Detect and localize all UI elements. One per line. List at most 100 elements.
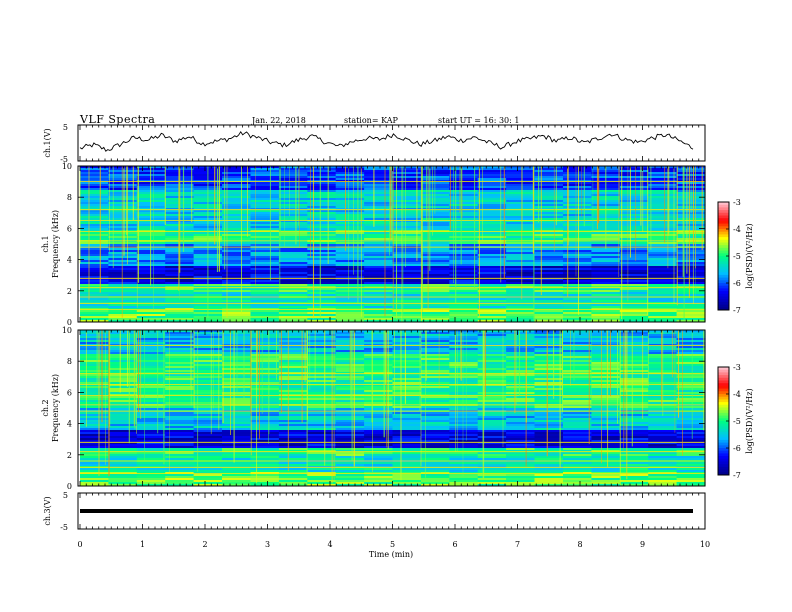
spectrogram-cell (364, 338, 394, 341)
spectrogram-cell (420, 208, 450, 211)
spectrogram-cell (563, 250, 592, 253)
spectrogram-cell (591, 456, 621, 459)
spectrogram-cell (449, 254, 479, 257)
spectrogram-cell (250, 180, 280, 183)
spectrogram-cell (136, 364, 166, 367)
spectrogram-cell (193, 420, 223, 423)
spectrogram-cell (506, 212, 536, 215)
spectrogram-cell (250, 452, 280, 455)
spectrogram-cell (335, 172, 365, 175)
spectrogram-cell (108, 260, 138, 263)
spectrogram-cell (80, 436, 109, 439)
spectrogram-cell (477, 278, 507, 281)
spectrogram-cell (477, 474, 507, 477)
ch3-ytick-top: 5 (63, 491, 68, 500)
spectrogram-cell (619, 228, 649, 231)
spectrogram-cell (648, 434, 678, 437)
spectrogram-cell (563, 218, 592, 221)
spectrogram-cell (420, 310, 450, 313)
spectrogram-cell (364, 262, 394, 265)
spectrogram-cell (506, 222, 536, 225)
spectrogram-cell (619, 424, 649, 427)
spectrogram-cell (563, 408, 592, 411)
spectrogram-cell (619, 474, 649, 477)
spectrogram-cell (364, 442, 394, 445)
station-label: station= KAP (344, 116, 398, 125)
spectrogram-cell (335, 224, 365, 227)
colorbar-tick-label: -5 (733, 252, 741, 261)
spectrogram-cell (563, 470, 592, 473)
spectrogram-cell (477, 338, 507, 341)
spectrogram-cell (648, 196, 678, 199)
spectrogram-cell (165, 314, 195, 317)
spectrogram-cell (80, 432, 109, 435)
spectrogram-cell (619, 266, 649, 269)
spectrogram-cell (420, 236, 450, 239)
spectrogram-cell (591, 430, 621, 433)
spectrogram-cell (80, 224, 109, 227)
spectrogram-cell (534, 340, 564, 343)
spectrogram-cell (165, 458, 195, 461)
spectrogram-cell (392, 294, 422, 297)
spectrogram-cell (222, 470, 251, 473)
spectrogram-cell (222, 250, 251, 253)
spectrogram-cell (307, 448, 337, 451)
spectrogram-cell (307, 384, 337, 387)
spectrogram-cell (506, 434, 536, 437)
spectrogram-cell (619, 306, 649, 309)
spectrogram-cell (222, 454, 251, 457)
spectrogram-cell (136, 178, 166, 181)
spectrogram-cell (420, 470, 450, 473)
spectrogram-cell (278, 470, 308, 473)
spectrogram-cell (420, 478, 450, 481)
spectrogram-cell (477, 406, 507, 409)
spectrogram-cell (676, 454, 706, 457)
spectrogram-cell (108, 218, 138, 221)
spectrogram-cell (136, 220, 166, 223)
spectrogram-cell (335, 438, 365, 441)
spectrogram-cell (193, 478, 223, 481)
spectrogram-cell (591, 464, 621, 467)
spectrogram-cell (619, 384, 649, 387)
spectrogram-cell (506, 310, 536, 313)
spectrogram-cell (222, 390, 251, 393)
spectrogram-cell (250, 434, 280, 437)
spectrogram-cell (477, 364, 507, 367)
spectrogram-cell (420, 244, 450, 247)
spectrogram-cell (534, 412, 564, 415)
spectrogram-cell (80, 258, 109, 261)
spectrogram-cell (364, 220, 394, 223)
spectrogram-cell (534, 420, 564, 423)
spectrogram-cell (534, 298, 564, 301)
spectrogram-cell (563, 224, 592, 227)
spectrogram-cell (477, 182, 507, 185)
spectrogram-cell (80, 350, 109, 353)
spectrogram-cell (108, 286, 138, 289)
spectrogram-cell (80, 198, 109, 201)
spectrogram-cell (534, 400, 564, 403)
spectrogram-cell (563, 298, 592, 301)
spectrogram-cell (392, 254, 422, 257)
spectrogram-cell (506, 354, 536, 357)
spectrogram-cell (335, 174, 365, 177)
spectrogram-cell (80, 190, 109, 193)
spectrogram-cell (619, 280, 649, 283)
spectrogram-cell (619, 278, 649, 281)
spectrogram-cell (335, 260, 365, 263)
spectrogram-cell (449, 354, 479, 357)
spectrogram-cell (506, 452, 536, 455)
spectrogram-cell (136, 480, 166, 483)
spectrogram-cell (563, 454, 592, 457)
spectrogram-cell (278, 210, 308, 213)
spectrogram-cell (477, 224, 507, 227)
spectrogram-cell (335, 314, 365, 317)
spectrogram-cell (449, 320, 479, 323)
spectrogram-cell (136, 214, 166, 217)
spectrogram-cell (307, 396, 337, 399)
spectrogram-cell (449, 380, 479, 383)
spectrogram-cell (278, 222, 308, 225)
spectrogram-cell (392, 448, 422, 451)
spectrogram-cell (506, 190, 536, 193)
colorbar-cell (718, 372, 729, 376)
spectrogram-cell (108, 202, 138, 205)
